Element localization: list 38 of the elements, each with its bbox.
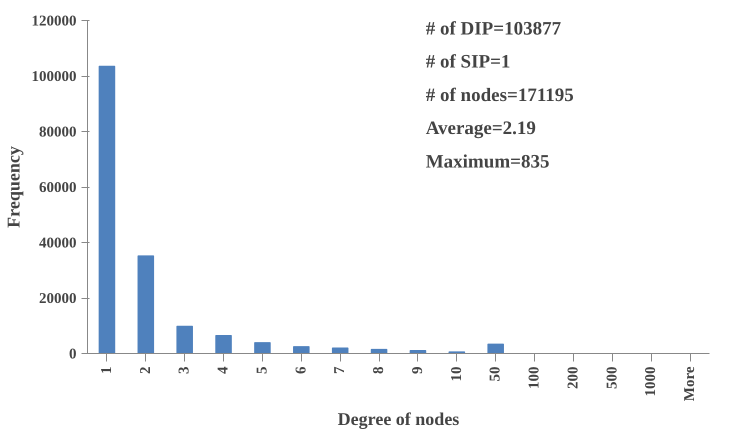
bar <box>215 334 232 354</box>
x-tick-label: 1 <box>98 366 115 374</box>
bar <box>332 347 348 354</box>
x-tick-label: 3 <box>176 366 193 374</box>
annotation: Maximum=835 <box>426 152 550 173</box>
x-tick-label: More <box>682 366 698 402</box>
annotation: # of nodes=171195 <box>426 84 574 106</box>
bar <box>487 344 504 354</box>
x-tick-label: 100 <box>526 366 543 389</box>
y-tick-label: 20000 <box>39 291 76 307</box>
bar <box>176 326 193 354</box>
y-tick-label: 120000 <box>32 14 76 30</box>
annotation: # of DIP=103877 <box>426 18 562 40</box>
bar <box>293 346 310 354</box>
bar <box>98 66 116 354</box>
y-tick-label: 0 <box>69 346 76 362</box>
x-tick-label: 500 <box>604 366 620 389</box>
x-axis-title: Degree of nodes <box>338 409 460 430</box>
x-tick-label: 7 <box>332 366 348 374</box>
x-tick-label: 2 <box>138 366 154 374</box>
y-axis-title: Frequency <box>4 146 24 228</box>
x-tick-label: 10 <box>448 366 465 382</box>
y-tick-label: 60000 <box>39 180 76 196</box>
annotation: # of SIP=1 <box>426 52 510 73</box>
bar <box>254 342 271 354</box>
x-tick-label: 6 <box>293 366 310 374</box>
x-tick-label: 9 <box>410 366 426 374</box>
x-tick-label: 1000 <box>643 366 660 396</box>
x-tick-label: 5 <box>254 366 270 374</box>
annotation: Average=2.19 <box>426 118 536 140</box>
x-tick-label: 200 <box>565 366 582 389</box>
y-tick-label: 80000 <box>39 124 76 140</box>
y-tick-label: 40000 <box>39 236 76 252</box>
x-tick-label: 50 <box>488 366 504 382</box>
y-tick-label: 100000 <box>32 69 76 85</box>
x-tick-label: 8 <box>371 366 388 374</box>
bar <box>138 255 154 354</box>
x-tick-label: 4 <box>216 366 232 374</box>
